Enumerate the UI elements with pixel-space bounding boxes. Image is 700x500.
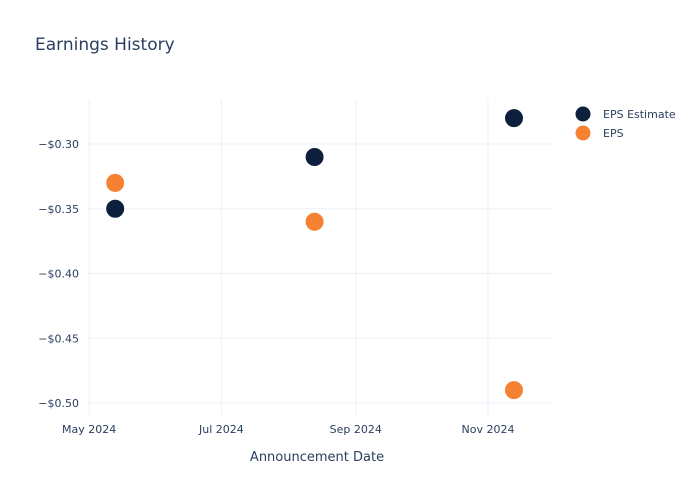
legend-marker	[575, 106, 591, 122]
y-tick-label: −$0.45	[38, 332, 79, 345]
series-eps-estimate	[105, 108, 524, 219]
legend-label: EPS	[603, 127, 624, 140]
legend-label: EPS Estimate	[603, 108, 676, 121]
data-point	[503, 108, 524, 129]
y-axis-ticks: −$0.30 −$0.35 −$0.40 −$0.45 −$0.50	[38, 138, 79, 410]
x-tick-label: Nov 2024	[461, 423, 514, 436]
chart-title: Earnings History	[35, 35, 175, 55]
y-tick-label: −$0.30	[38, 138, 79, 151]
data-point	[503, 380, 524, 401]
data-point	[105, 172, 126, 193]
x-tick-label: May 2024	[62, 423, 116, 436]
x-tick-label: Sep 2024	[330, 423, 382, 436]
y-tick-label: −$0.50	[38, 397, 79, 410]
x-axis-ticks: May 2024 Jul 2024 Sep 2024 Nov 2024	[62, 423, 514, 436]
data-point	[304, 146, 325, 167]
legend-marker	[575, 125, 591, 141]
grid-lines	[87, 100, 553, 416]
series-eps	[105, 172, 524, 401]
data-point	[105, 198, 126, 219]
data-point	[304, 211, 325, 232]
y-tick-label: −$0.40	[38, 268, 79, 281]
legend: EPS Estimate EPS	[575, 106, 676, 141]
y-tick-label: −$0.35	[38, 203, 79, 216]
x-axis-title: Announcement Date	[250, 450, 384, 465]
x-tick-label: Jul 2024	[198, 423, 244, 436]
data-points	[105, 108, 524, 401]
